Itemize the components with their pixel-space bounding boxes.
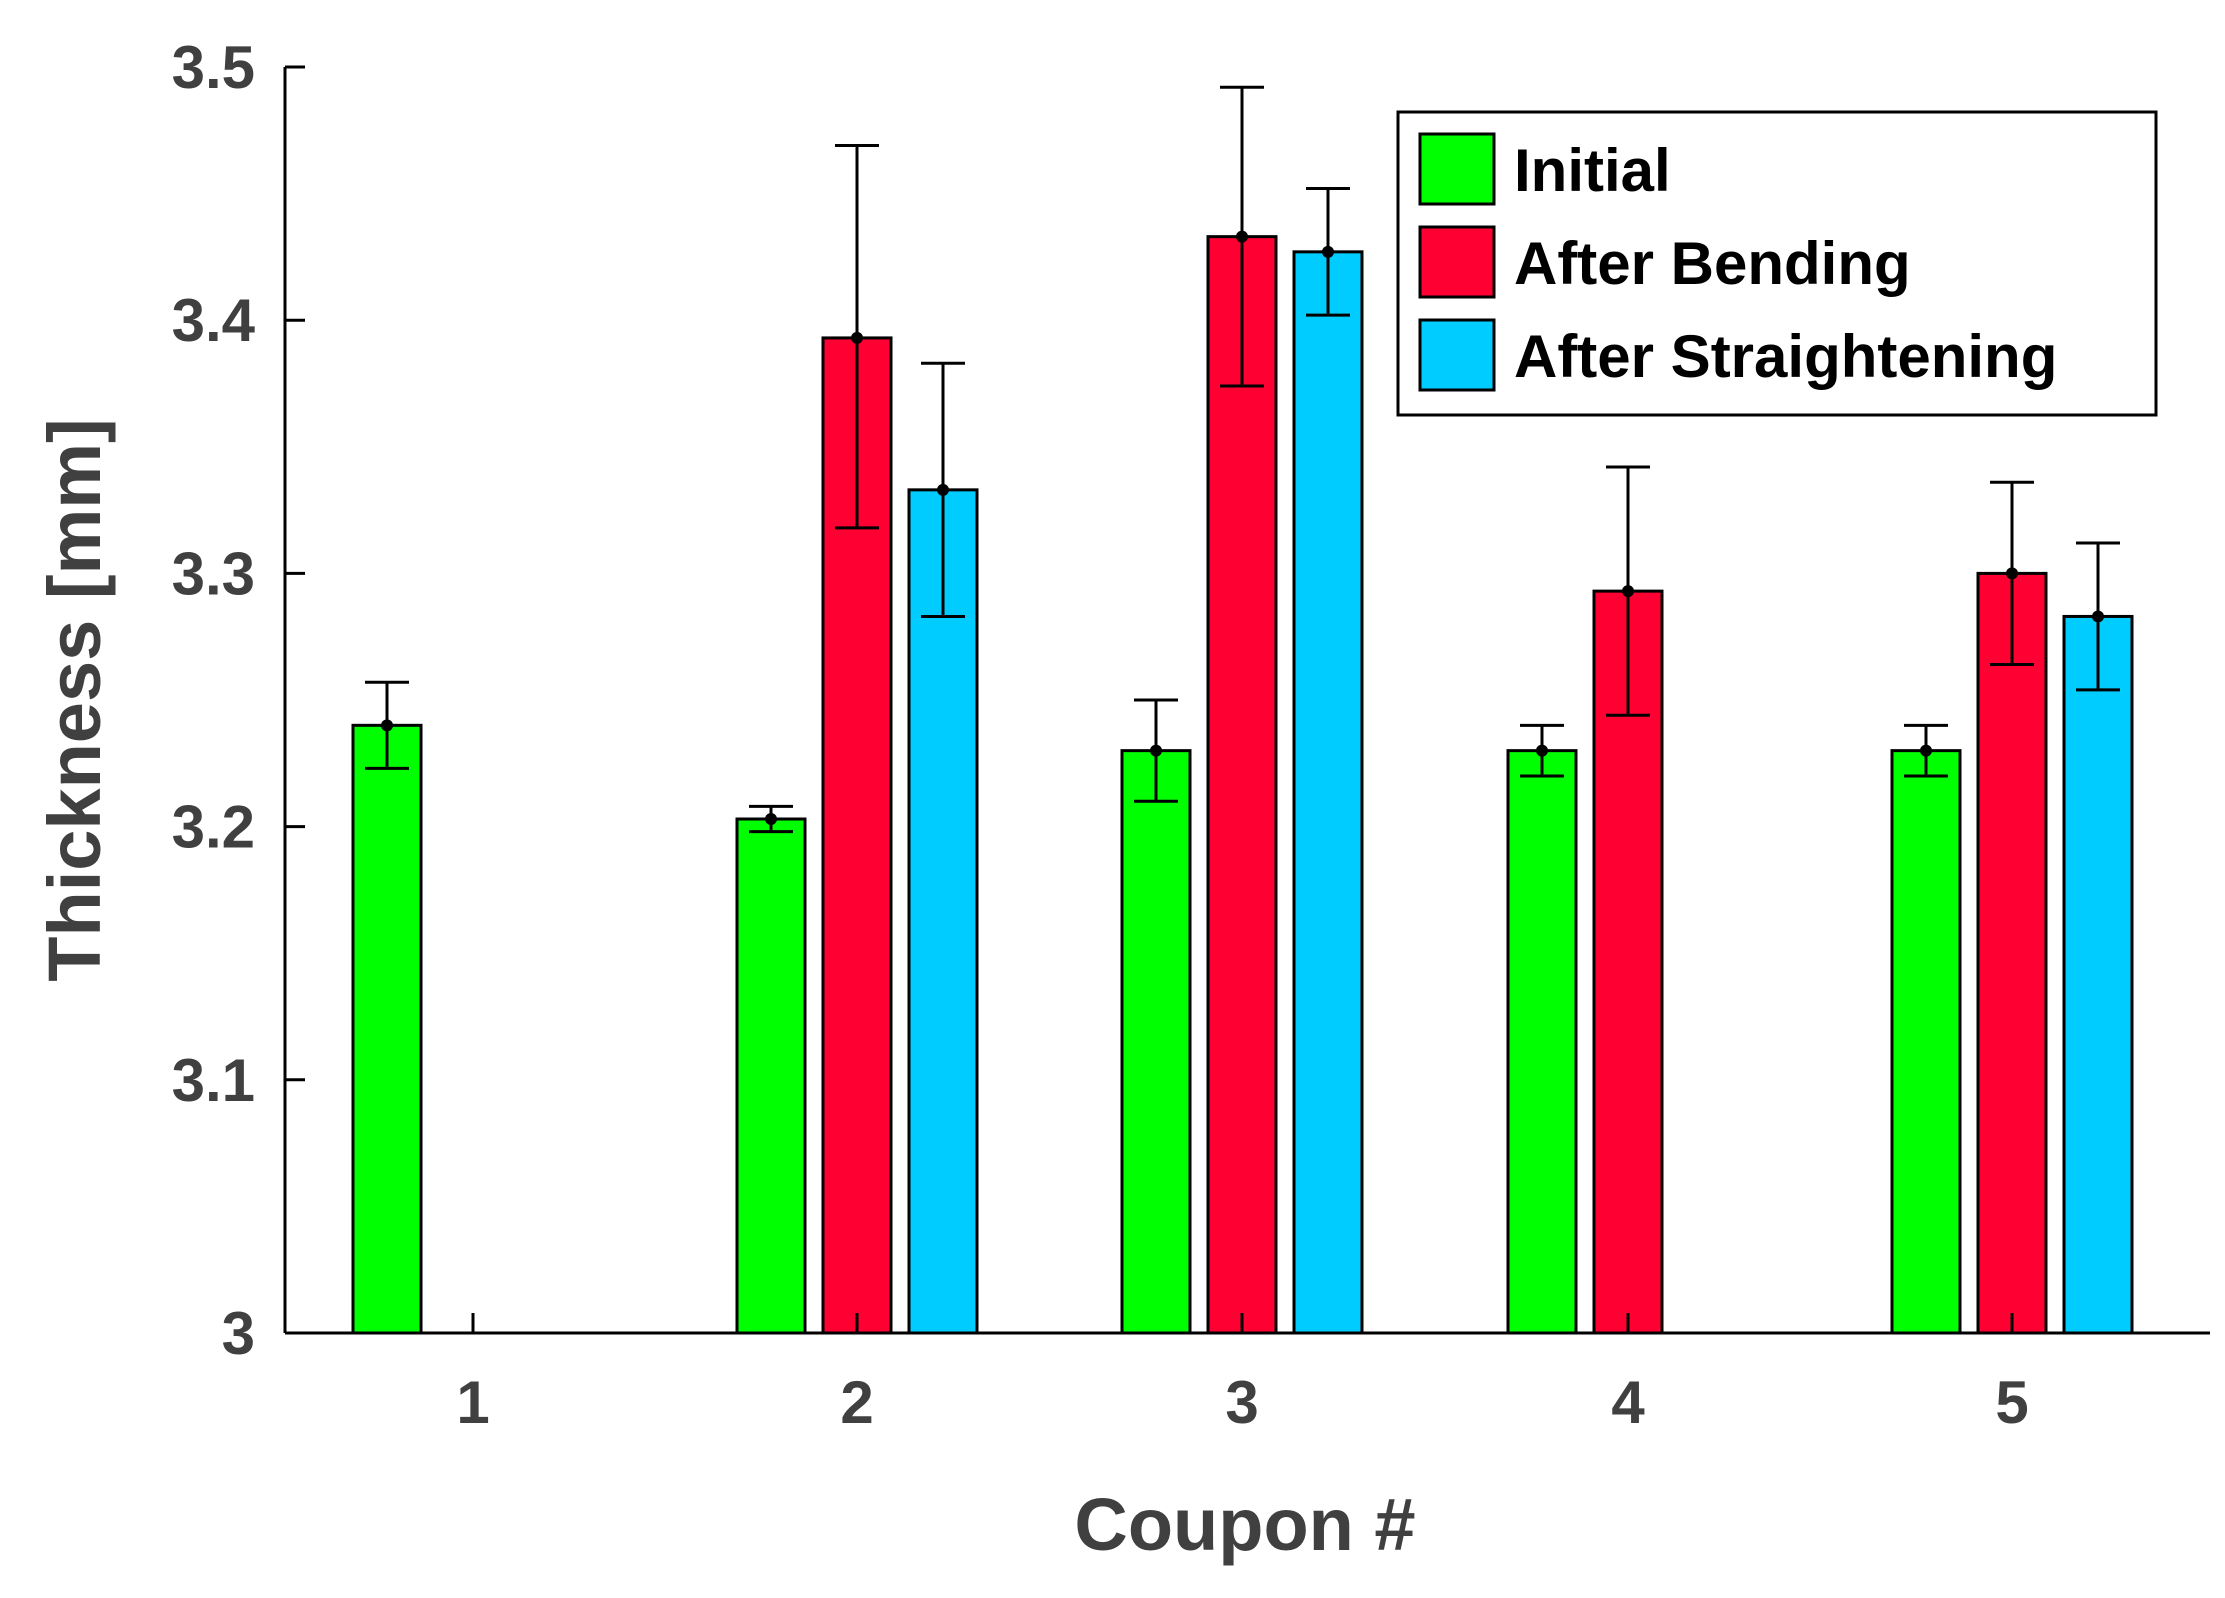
bar-after-straightening-coupon-3	[1292, 250, 1364, 1335]
bar-initial-coupon-5	[1890, 749, 1962, 1335]
x-tick-label: 3	[1225, 1369, 1258, 1436]
x-tick-label: 1	[456, 1369, 489, 1436]
legend-label-after-straightening: After Straightening	[1514, 323, 2057, 390]
y-tick-label: 3.1	[172, 1047, 255, 1114]
bar-initial-coupon-1	[351, 723, 423, 1335]
x-tick-label: 5	[1995, 1369, 2028, 1436]
legend-swatch-after-bending	[1418, 225, 1496, 299]
bar-after-bending-coupon-3	[1206, 235, 1278, 1335]
bar-after-straightening-coupon-5	[2062, 614, 2134, 1335]
legend-box	[1396, 110, 2158, 417]
y-tick-label: 3.5	[172, 34, 255, 101]
mean-marker	[1622, 585, 1634, 598]
y-tick-label: 3	[222, 1300, 255, 1367]
mean-marker	[1150, 744, 1162, 757]
bar-after-straightening-coupon-2	[907, 488, 979, 1335]
y-axis-label: Thickness [mm]	[33, 418, 116, 981]
mean-marker	[1536, 744, 1548, 757]
mean-marker	[381, 719, 393, 732]
mean-marker	[1920, 744, 1932, 757]
mean-marker	[1322, 245, 1334, 258]
y-tick-label: 3.2	[172, 794, 255, 861]
axes-layer: 3 3.1 3.2 3.3 3.4 3.5 1 2 3 4 5	[172, 34, 2210, 1436]
bars-layer	[351, 85, 2134, 1335]
y-tick-label: 3.4	[172, 287, 256, 354]
legend-swatch-initial	[1418, 132, 1496, 206]
y-tick-label: 3.3	[172, 540, 255, 607]
legend: Initial After Bending After Straightening	[1396, 110, 2158, 417]
mean-marker	[765, 813, 777, 826]
legend-swatch-after-straightening	[1418, 318, 1496, 392]
bar-initial-coupon-4	[1506, 749, 1578, 1335]
mean-marker	[851, 331, 863, 344]
mean-marker	[937, 483, 949, 496]
x-axis-label: Coupon #	[1074, 1483, 1415, 1566]
mean-marker	[2092, 610, 2104, 623]
mean-marker	[2006, 567, 2018, 580]
bar-initial-coupon-3	[1120, 749, 1192, 1335]
x-tick-label: 2	[840, 1369, 873, 1436]
x-tick-label: 4	[1611, 1369, 1645, 1436]
bar-after-bending-coupon-5	[1976, 571, 2048, 1335]
mean-marker	[1236, 230, 1248, 243]
bar-initial-coupon-2	[735, 817, 807, 1335]
legend-label-initial: Initial	[1514, 137, 1671, 204]
legend-label-after-bending: After Bending	[1514, 230, 1911, 297]
